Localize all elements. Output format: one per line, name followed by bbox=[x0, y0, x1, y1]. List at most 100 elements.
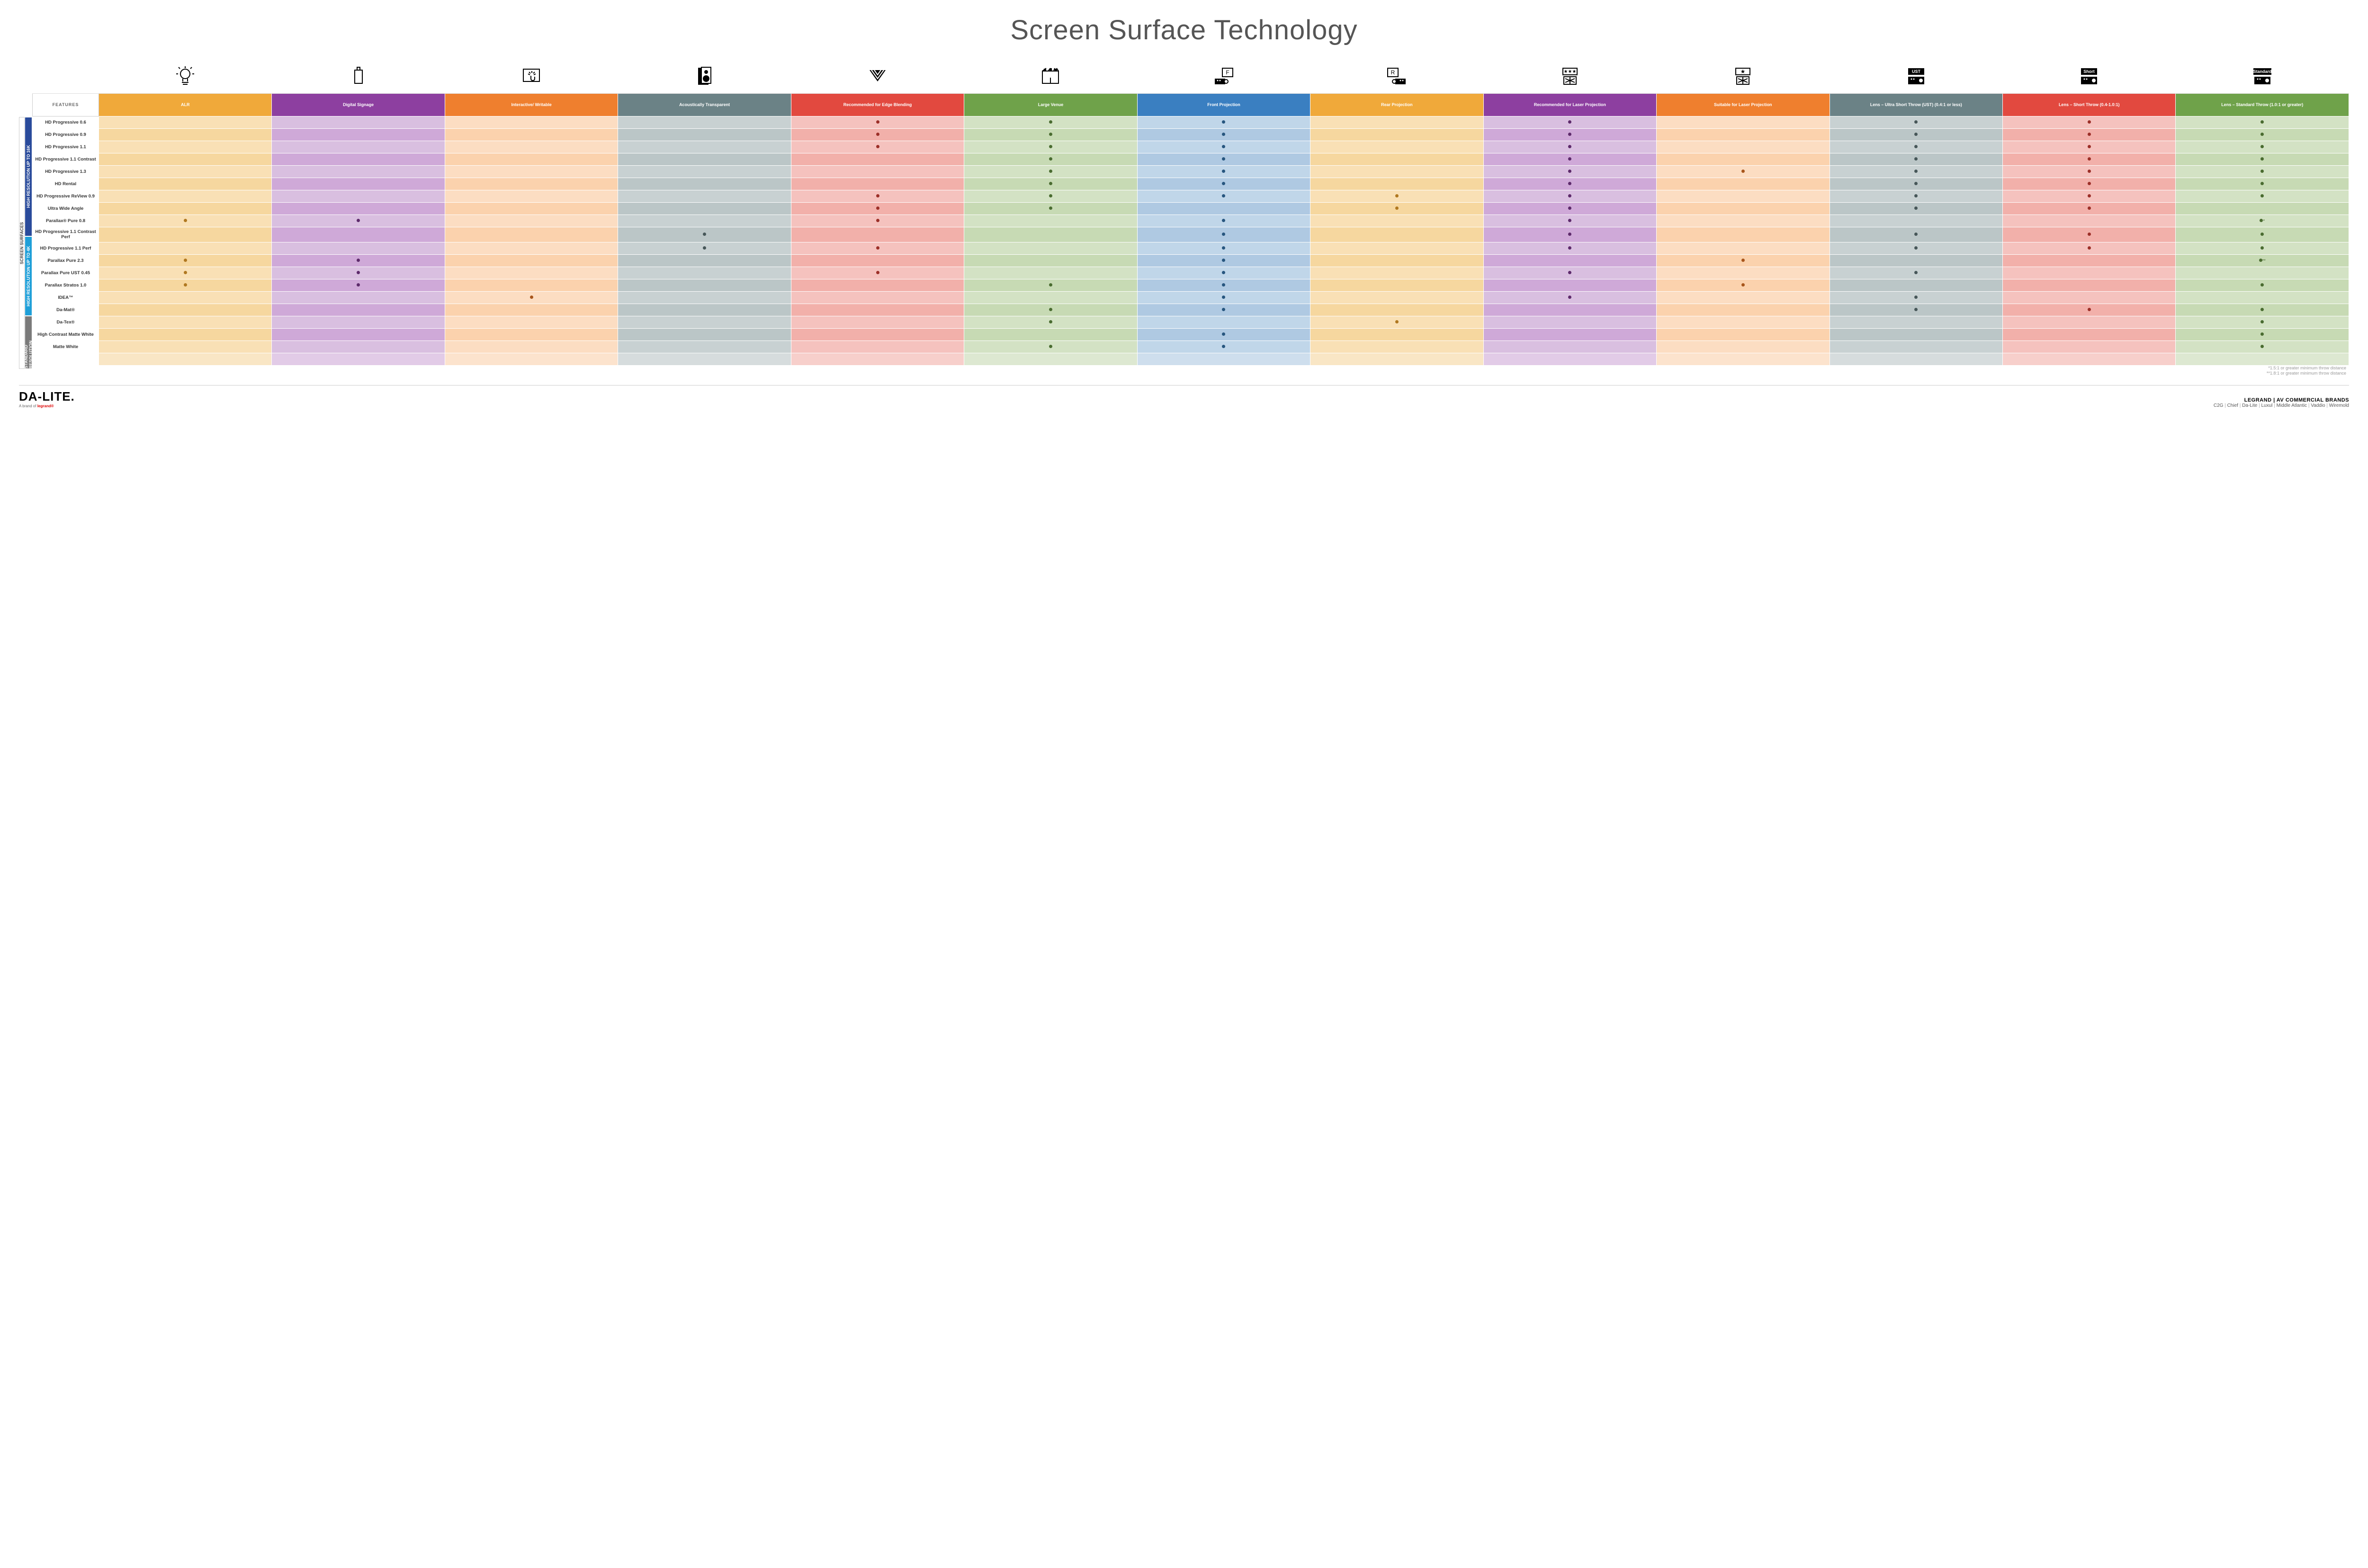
table-row: Parallax Stratos 1.0 bbox=[33, 279, 2349, 291]
cell bbox=[99, 267, 272, 279]
cell bbox=[1483, 291, 1656, 304]
cell bbox=[2176, 304, 2349, 316]
cell bbox=[964, 203, 1137, 215]
cell bbox=[964, 279, 1137, 291]
cell bbox=[618, 227, 791, 242]
cell bbox=[1483, 129, 1656, 141]
cell bbox=[445, 141, 618, 153]
cell bbox=[618, 190, 791, 203]
vertical-labels: SCREEN SURFACESHIGH RESOLUTION UP TO 16K… bbox=[19, 60, 32, 376]
cell bbox=[791, 116, 964, 129]
cell bbox=[1483, 267, 1656, 279]
signage-icon bbox=[272, 61, 445, 94]
cell bbox=[99, 141, 272, 153]
cell bbox=[618, 153, 791, 166]
short-icon: Short bbox=[2002, 61, 2175, 94]
cell bbox=[2176, 227, 2349, 242]
cell bbox=[1483, 178, 1656, 190]
cell bbox=[272, 203, 445, 215]
cell bbox=[2176, 328, 2349, 340]
cell bbox=[272, 129, 445, 141]
cell bbox=[1657, 190, 1830, 203]
table-row: HD Progressive 0.9 bbox=[33, 129, 2349, 141]
row-label: Parallax Stratos 1.0 bbox=[33, 279, 99, 291]
cell bbox=[1657, 304, 1830, 316]
logo-block: DA-LITE. A brand of legrand® bbox=[19, 389, 75, 408]
cell bbox=[1830, 227, 2002, 242]
row-label: High Contrast Matte White bbox=[33, 328, 99, 340]
cell bbox=[618, 267, 791, 279]
cell bbox=[791, 215, 964, 227]
cell bbox=[272, 304, 445, 316]
bulb-icon bbox=[99, 61, 272, 94]
cell bbox=[99, 227, 272, 242]
brand-item: Luxul bbox=[2261, 403, 2277, 408]
cell bbox=[99, 153, 272, 166]
cell bbox=[964, 215, 1137, 227]
cell bbox=[272, 291, 445, 304]
laser-suit-icon: ★ bbox=[1657, 61, 1830, 94]
surface-table: FR★★★★USTShortStandardFEATURESALRDigital… bbox=[32, 60, 2349, 366]
cell bbox=[2176, 141, 2349, 153]
row-label: HD Progressive 1.1 Contrast Perf bbox=[33, 227, 99, 242]
cell bbox=[618, 141, 791, 153]
cell bbox=[1657, 166, 1830, 178]
cell: * bbox=[2176, 215, 2349, 227]
cell bbox=[1310, 267, 1483, 279]
brand-item: Wiremold bbox=[2329, 403, 2349, 408]
cell bbox=[1137, 242, 1310, 254]
cell bbox=[1483, 141, 1656, 153]
table-row: HD Rental bbox=[33, 178, 2349, 190]
cell bbox=[1310, 141, 1483, 153]
cell bbox=[1310, 129, 1483, 141]
cell bbox=[1830, 267, 2002, 279]
row-label: Parallax® Pure 0.8 bbox=[33, 215, 99, 227]
col-header-std: Lens – Standard Throw (1.0:1 or greater) bbox=[2176, 94, 2349, 116]
cell bbox=[791, 129, 964, 141]
front-icon: F bbox=[1137, 61, 1310, 94]
cell bbox=[1137, 166, 1310, 178]
logo-main: DA-LITE. bbox=[19, 389, 75, 404]
cell bbox=[1657, 116, 1830, 129]
svg-text:UST: UST bbox=[1912, 69, 1921, 74]
cell bbox=[1657, 153, 1830, 166]
cell bbox=[99, 291, 272, 304]
cell bbox=[272, 267, 445, 279]
logo-sub: A brand of legrand® bbox=[19, 404, 75, 408]
cell bbox=[1657, 254, 1830, 267]
cell bbox=[1137, 328, 1310, 340]
cell bbox=[272, 242, 445, 254]
group-label: HIGH RESOLUTION UP TO 16K bbox=[25, 117, 32, 236]
cell bbox=[964, 141, 1137, 153]
cell bbox=[1483, 116, 1656, 129]
cell bbox=[2002, 166, 2175, 178]
cell bbox=[1657, 178, 1830, 190]
cell bbox=[964, 178, 1137, 190]
cell bbox=[791, 340, 964, 353]
cell bbox=[2176, 153, 2349, 166]
cell bbox=[272, 254, 445, 267]
cell bbox=[272, 153, 445, 166]
cell bbox=[2002, 227, 2175, 242]
cell bbox=[99, 254, 272, 267]
page-title: Screen Surface Technology bbox=[19, 14, 2349, 46]
table-row: Ultra Wide Angle bbox=[33, 203, 2349, 215]
cell bbox=[1830, 153, 2002, 166]
cell bbox=[1830, 166, 2002, 178]
cell bbox=[1310, 242, 1483, 254]
cell bbox=[1830, 116, 2002, 129]
cell bbox=[445, 215, 618, 227]
ust-icon: UST bbox=[1830, 61, 2002, 94]
cell bbox=[1137, 215, 1310, 227]
cell bbox=[2002, 304, 2175, 316]
col-header-alr: ALR bbox=[99, 94, 272, 116]
cell bbox=[2002, 316, 2175, 328]
cell bbox=[1137, 227, 1310, 242]
cell bbox=[2002, 203, 2175, 215]
cell bbox=[1137, 316, 1310, 328]
cell bbox=[99, 215, 272, 227]
features-header: FEATURES bbox=[33, 94, 99, 116]
row-label: IDEA™ bbox=[33, 291, 99, 304]
cell bbox=[445, 242, 618, 254]
cell bbox=[964, 267, 1137, 279]
